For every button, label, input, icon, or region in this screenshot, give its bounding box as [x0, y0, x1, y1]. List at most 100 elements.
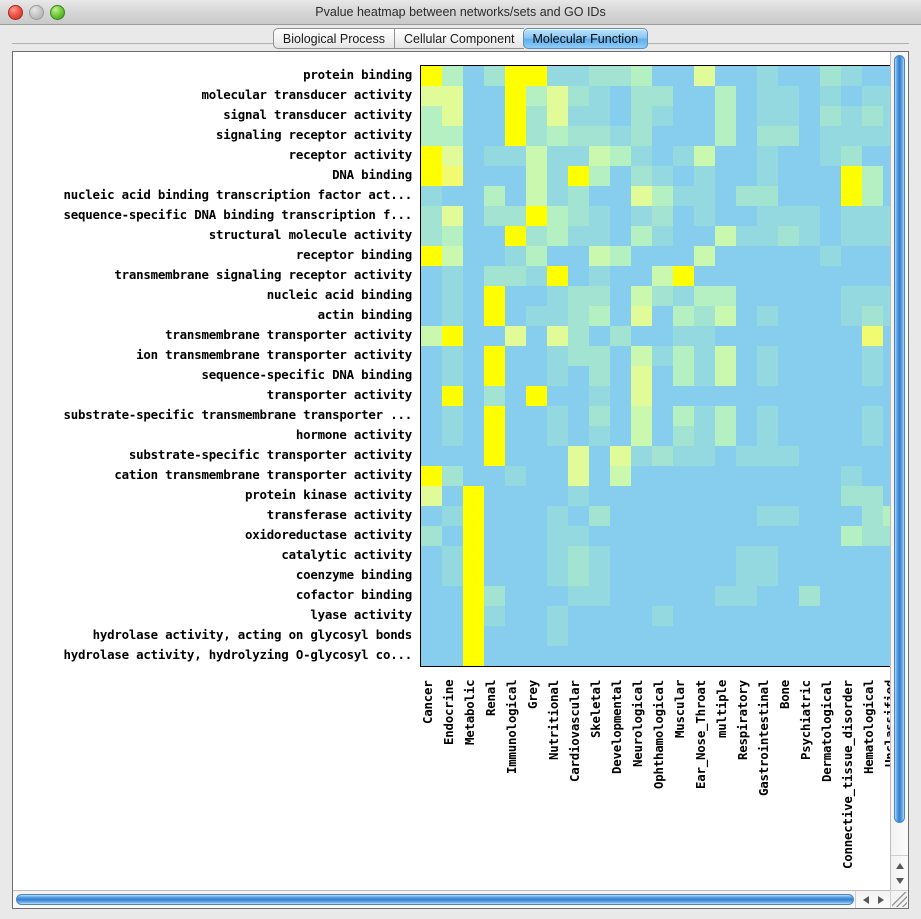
- heatmap-cell[interactable]: [736, 246, 757, 266]
- heatmap-cell[interactable]: [484, 426, 505, 446]
- heatmap-cell[interactable]: [799, 206, 820, 226]
- heatmap-cell[interactable]: [673, 286, 694, 306]
- heatmap-cell[interactable]: [778, 426, 799, 446]
- heatmap-cell[interactable]: [736, 146, 757, 166]
- heatmap-cell[interactable]: [505, 126, 526, 146]
- heatmap-cell[interactable]: [841, 86, 862, 106]
- heatmap-cell[interactable]: [652, 646, 673, 666]
- heatmap-cell[interactable]: [820, 166, 841, 186]
- heatmap-cell[interactable]: [862, 486, 883, 506]
- heatmap-cell[interactable]: [568, 86, 589, 106]
- heatmap-cell[interactable]: [631, 646, 652, 666]
- heatmap-cell[interactable]: [568, 606, 589, 626]
- heatmap-cell[interactable]: [862, 286, 883, 306]
- heatmap-cell[interactable]: [631, 266, 652, 286]
- heatmap-cell[interactable]: [799, 266, 820, 286]
- heatmap-cell[interactable]: [421, 266, 442, 286]
- heatmap-cell[interactable]: [442, 366, 463, 386]
- heatmap-cell[interactable]: [652, 466, 673, 486]
- heatmap-cell[interactable]: [757, 506, 778, 526]
- heatmap-cell[interactable]: [736, 486, 757, 506]
- heatmap-cell[interactable]: [505, 546, 526, 566]
- heatmap-cell[interactable]: [610, 546, 631, 566]
- heatmap-cell[interactable]: [421, 226, 442, 246]
- heatmap-cell[interactable]: [547, 186, 568, 206]
- heatmap-cell[interactable]: [421, 586, 442, 606]
- heatmap-cell[interactable]: [715, 566, 736, 586]
- heatmap-cell[interactable]: [673, 626, 694, 646]
- heatmap-cell[interactable]: [505, 106, 526, 126]
- heatmap-cell[interactable]: [799, 486, 820, 506]
- heatmap-cell[interactable]: [673, 326, 694, 346]
- heatmap-cell[interactable]: [736, 286, 757, 306]
- heatmap-cell[interactable]: [463, 426, 484, 446]
- heatmap-cell[interactable]: [463, 146, 484, 166]
- heatmap-cell[interactable]: [862, 586, 883, 606]
- heatmap-cell[interactable]: [463, 586, 484, 606]
- heatmap-cell[interactable]: [442, 126, 463, 146]
- heatmap-cell[interactable]: [715, 446, 736, 466]
- heatmap-cell[interactable]: [547, 466, 568, 486]
- heatmap-cell[interactable]: [631, 586, 652, 606]
- heatmap-cell[interactable]: [526, 186, 547, 206]
- heatmap-cell[interactable]: [421, 386, 442, 406]
- heatmap-cell[interactable]: [526, 326, 547, 346]
- heatmap-cell[interactable]: [715, 146, 736, 166]
- tab-molecular-function[interactable]: Molecular Function: [522, 27, 649, 49]
- heatmap-cell[interactable]: [715, 546, 736, 566]
- heatmap-cell[interactable]: [736, 346, 757, 366]
- heatmap-cell[interactable]: [673, 506, 694, 526]
- heatmap-cell[interactable]: [589, 246, 610, 266]
- heatmap-cell[interactable]: [736, 546, 757, 566]
- heatmap-cell[interactable]: [652, 626, 673, 646]
- heatmap-cell[interactable]: [505, 206, 526, 226]
- heatmap-cell[interactable]: [820, 606, 841, 626]
- heatmap-cell[interactable]: [547, 326, 568, 346]
- heatmap-cell[interactable]: [694, 206, 715, 226]
- heatmap-cell[interactable]: [568, 406, 589, 426]
- heatmap-cell[interactable]: [526, 566, 547, 586]
- heatmap-cell[interactable]: [694, 306, 715, 326]
- heatmap-cell[interactable]: [778, 566, 799, 586]
- heatmap-cell[interactable]: [421, 206, 442, 226]
- heatmap-cell[interactable]: [820, 426, 841, 446]
- heatmap-cell[interactable]: [820, 486, 841, 506]
- heatmap-cell[interactable]: [463, 386, 484, 406]
- heatmap-cell[interactable]: [484, 166, 505, 186]
- heatmap-cell[interactable]: [757, 626, 778, 646]
- heatmap-cell[interactable]: [715, 326, 736, 346]
- heatmap-cell[interactable]: [757, 286, 778, 306]
- heatmap-cell[interactable]: [799, 606, 820, 626]
- heatmap-cell[interactable]: [673, 226, 694, 246]
- heatmap-cell[interactable]: [883, 146, 890, 166]
- heatmap-cell[interactable]: [715, 86, 736, 106]
- heatmap-cell[interactable]: [778, 526, 799, 546]
- heatmap-cell[interactable]: [694, 626, 715, 646]
- heatmap-cell[interactable]: [799, 126, 820, 146]
- heatmap-cell[interactable]: [715, 166, 736, 186]
- heatmap-cell[interactable]: [631, 246, 652, 266]
- heatmap-cell[interactable]: [715, 286, 736, 306]
- heatmap-cell[interactable]: [505, 226, 526, 246]
- heatmap-cell[interactable]: [778, 366, 799, 386]
- heatmap-cell[interactable]: [862, 406, 883, 426]
- heatmap-cell[interactable]: [736, 86, 757, 106]
- heatmap-cell[interactable]: [778, 466, 799, 486]
- heatmap-cell[interactable]: [547, 86, 568, 106]
- heatmap-cell[interactable]: [715, 246, 736, 266]
- heatmap-cell[interactable]: [841, 626, 862, 646]
- heatmap-cell[interactable]: [820, 566, 841, 586]
- heatmap-cell[interactable]: [715, 386, 736, 406]
- heatmap-cell[interactable]: [799, 186, 820, 206]
- heatmap-cell[interactable]: [778, 306, 799, 326]
- heatmap-cell[interactable]: [610, 286, 631, 306]
- heatmap-cell[interactable]: [736, 206, 757, 226]
- tab-biological-process[interactable]: Biological Process: [272, 27, 395, 49]
- heatmap-cell[interactable]: [631, 366, 652, 386]
- heatmap-cell[interactable]: [799, 386, 820, 406]
- heatmap-cell[interactable]: [547, 226, 568, 246]
- heatmap-cell[interactable]: [652, 246, 673, 266]
- heatmap-cell[interactable]: [841, 306, 862, 326]
- heatmap-cell[interactable]: [505, 166, 526, 186]
- heatmap-cell[interactable]: [442, 346, 463, 366]
